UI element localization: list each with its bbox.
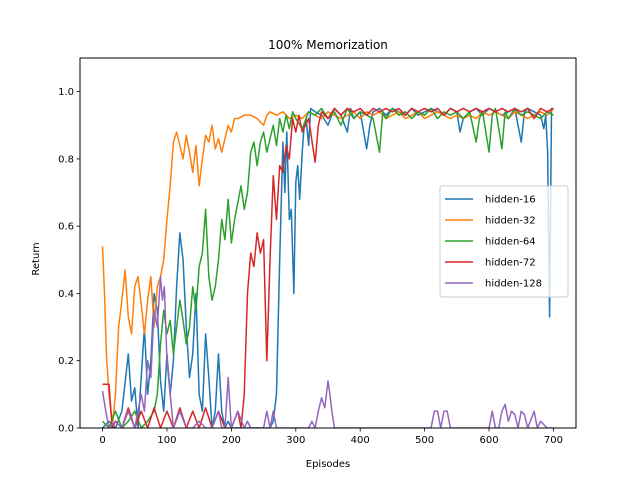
- y-tick-label: 0.0: [58, 424, 74, 435]
- y-tick-label: 0.2: [58, 356, 74, 367]
- x-tick-label: 500: [415, 435, 434, 446]
- x-tick-label: 400: [351, 435, 370, 446]
- legend-label-hidden-16: hidden-16: [485, 195, 536, 206]
- legend-box: [439, 185, 569, 298]
- x-tick-label: 0: [99, 435, 105, 446]
- y-tick-label: 0.8: [58, 154, 74, 165]
- axes-frame: [79, 57, 577, 429]
- y-axis-title: Return: [31, 242, 42, 275]
- legend: hidden-16 hidden-32 hidden-64 hidden-72 hidd…: [439, 185, 569, 298]
- x-axis: 0 100 200 300 400 500 600 700: [99, 428, 563, 446]
- x-tick-label: 200: [222, 435, 241, 446]
- legend-label-hidden-128: hidden-128: [485, 279, 542, 290]
- chart-title: 100% Memorization: [268, 38, 388, 52]
- series-line-hidden-32: [101, 107, 554, 423]
- x-tick-label: 100: [157, 435, 176, 446]
- legend-label-hidden-72: hidden-72: [485, 258, 536, 269]
- legend-label-hidden-64: hidden-64: [485, 237, 536, 248]
- x-axis-title: Episodes: [306, 459, 350, 470]
- plot-area: [101, 107, 554, 428]
- x-tick-label: 600: [479, 435, 498, 446]
- y-tick-label: 0.6: [58, 222, 74, 233]
- x-tick-label: 300: [286, 435, 305, 446]
- y-tick-label: 1.0: [58, 87, 74, 98]
- x-tick-label: 700: [544, 435, 563, 446]
- y-tick-label: 0.4: [58, 289, 74, 300]
- y-axis: 0.0 0.2 0.4 0.6 0.8 1.0: [58, 87, 80, 435]
- legend-label-hidden-32: hidden-32: [485, 216, 536, 227]
- series-line-hidden-128: [101, 275, 554, 428]
